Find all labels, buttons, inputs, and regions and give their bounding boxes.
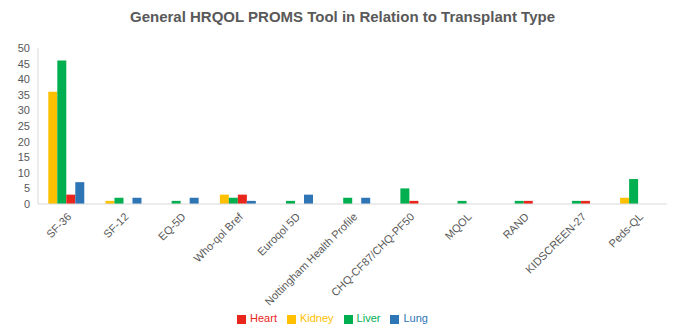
svg-text:45: 45: [18, 58, 30, 70]
html-text:Heart: Heart: [250, 312, 277, 324]
svg-text:5: 5: [24, 182, 30, 194]
svg-text:20: 20: [18, 136, 30, 148]
svg-text:25: 25: [18, 120, 30, 132]
svg-text:SF-36: SF-36: [44, 210, 74, 240]
html-text:General HRQOL PROMS Tool in Re: General HRQOL PROMS Tool in Relation to …: [130, 8, 555, 25]
svg-text:Nottingham Health Profile: Nottingham Health Profile: [262, 210, 359, 307]
svg-text:Peds-QL: Peds-QL: [606, 210, 645, 249]
html-text:Kidney: Kidney: [300, 312, 334, 324]
svg-text:RAND: RAND: [500, 210, 531, 241]
svg-text:EQ-5D: EQ-5D: [156, 210, 188, 242]
svg-text:Who-qol Bref: Who-qol Bref: [191, 210, 246, 265]
svg-text:50: 50: [18, 44, 30, 54]
svg-text:Euroqol 5D: Euroqol 5D: [255, 210, 302, 257]
svg-text:KIDSCREEN-27: KIDSCREEN-27: [523, 210, 588, 275]
svg-text:35: 35: [18, 89, 30, 101]
svg-text:MQOL: MQOL: [442, 210, 473, 241]
svg-text:10: 10: [18, 167, 30, 179]
svg-text:SF-12: SF-12: [101, 210, 131, 240]
html-text:Liver: Liver: [356, 312, 381, 324]
html-text:Lung: Lung: [403, 312, 428, 324]
svg-text:15: 15: [18, 151, 30, 163]
svg-text:30: 30: [18, 104, 30, 116]
svg-text:40: 40: [18, 73, 30, 85]
svg-text:0: 0: [24, 198, 30, 210]
svg-text:CHQ-CF87/CHQ-PF50: CHQ-CF87/CHQ-PF50: [329, 210, 417, 298]
